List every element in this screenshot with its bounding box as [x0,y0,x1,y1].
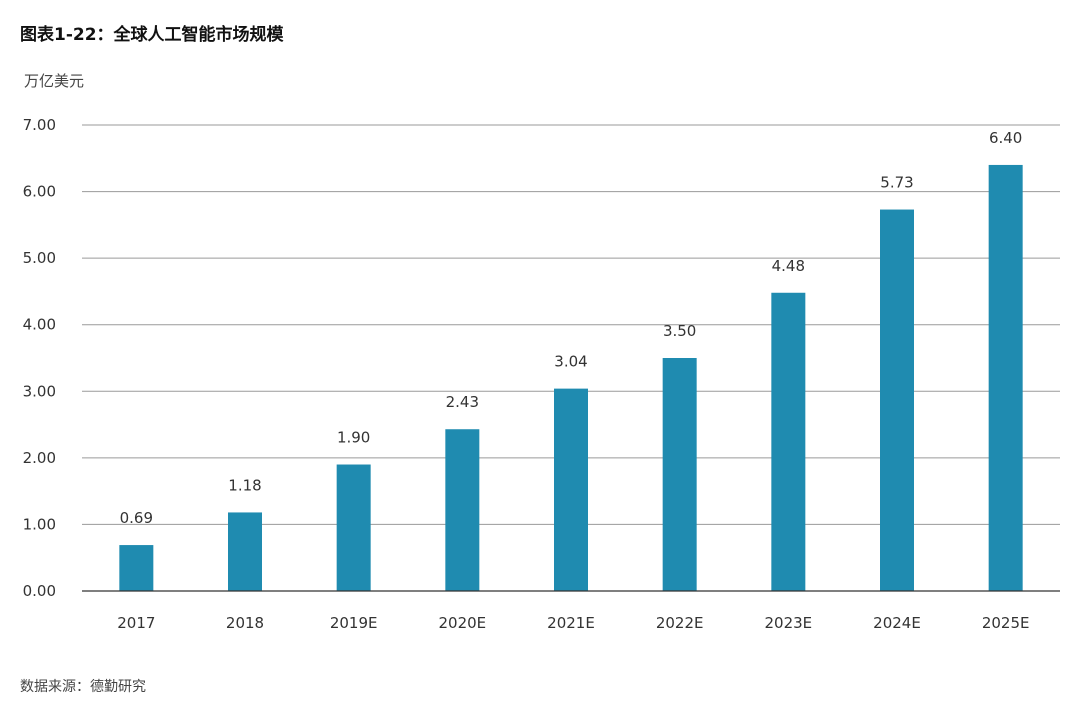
y-tick-label: 7.00 [23,116,56,134]
data-labels: 0.69 1.18 1.90 2.43 3.04 3.50 4.48 5.73 6.40 [120,129,1023,527]
x-tick-label: 2022E [656,614,704,632]
x-tick-label: 2023E [765,614,813,632]
data-label: 0.69 [120,509,153,527]
y-tick-label: 3.00 [23,382,56,400]
x-tick-label: 2018 [226,614,264,632]
bars [119,164,1023,591]
source-note: 数据来源：德勤研究 [20,679,146,695]
y-axis-unit-label: 万亿美元 [24,72,85,90]
y-tick-label: 1.00 [23,515,56,533]
chart-title: 图表1-22：全球人工智能市场规模 [20,25,284,45]
data-label: 4.48 [772,257,805,275]
x-tick-label: 2021E [547,614,595,632]
y-axis-ticks: 0.00 1.00 2.00 3.00 4.00 5.00 6.00 7.00 [23,116,56,600]
x-tick-label: 2024E [873,614,921,632]
data-label: 1.18 [228,476,261,494]
data-label: 3.50 [663,322,696,340]
x-tick-label: 2025E [982,614,1030,632]
bar [336,464,371,591]
x-tick-label: 2020E [439,614,487,632]
bar [988,164,1023,591]
x-tick-label: 2017 [117,614,155,632]
data-label: 1.90 [337,429,370,447]
data-label: 5.73 [880,174,913,192]
data-label: 2.43 [446,393,479,411]
x-axis-categories: 2017 2018 2019E 2020E 2021E 2022E 2023E 2024E 20… [117,614,1029,632]
y-tick-label: 6.00 [23,183,56,201]
bar [880,209,914,591]
bar [228,512,262,591]
bar [445,429,480,591]
data-label: 3.04 [554,353,587,371]
y-tick-label: 4.00 [23,316,56,334]
bar [554,388,588,591]
y-tick-label: 0.00 [23,582,56,600]
y-tick-label: 5.00 [23,249,56,267]
bar [662,358,697,591]
y-tick-label: 2.00 [23,449,56,467]
bar [119,545,154,591]
data-label: 6.40 [989,129,1022,147]
bar [771,292,806,591]
x-tick-label: 2019E [330,614,378,632]
